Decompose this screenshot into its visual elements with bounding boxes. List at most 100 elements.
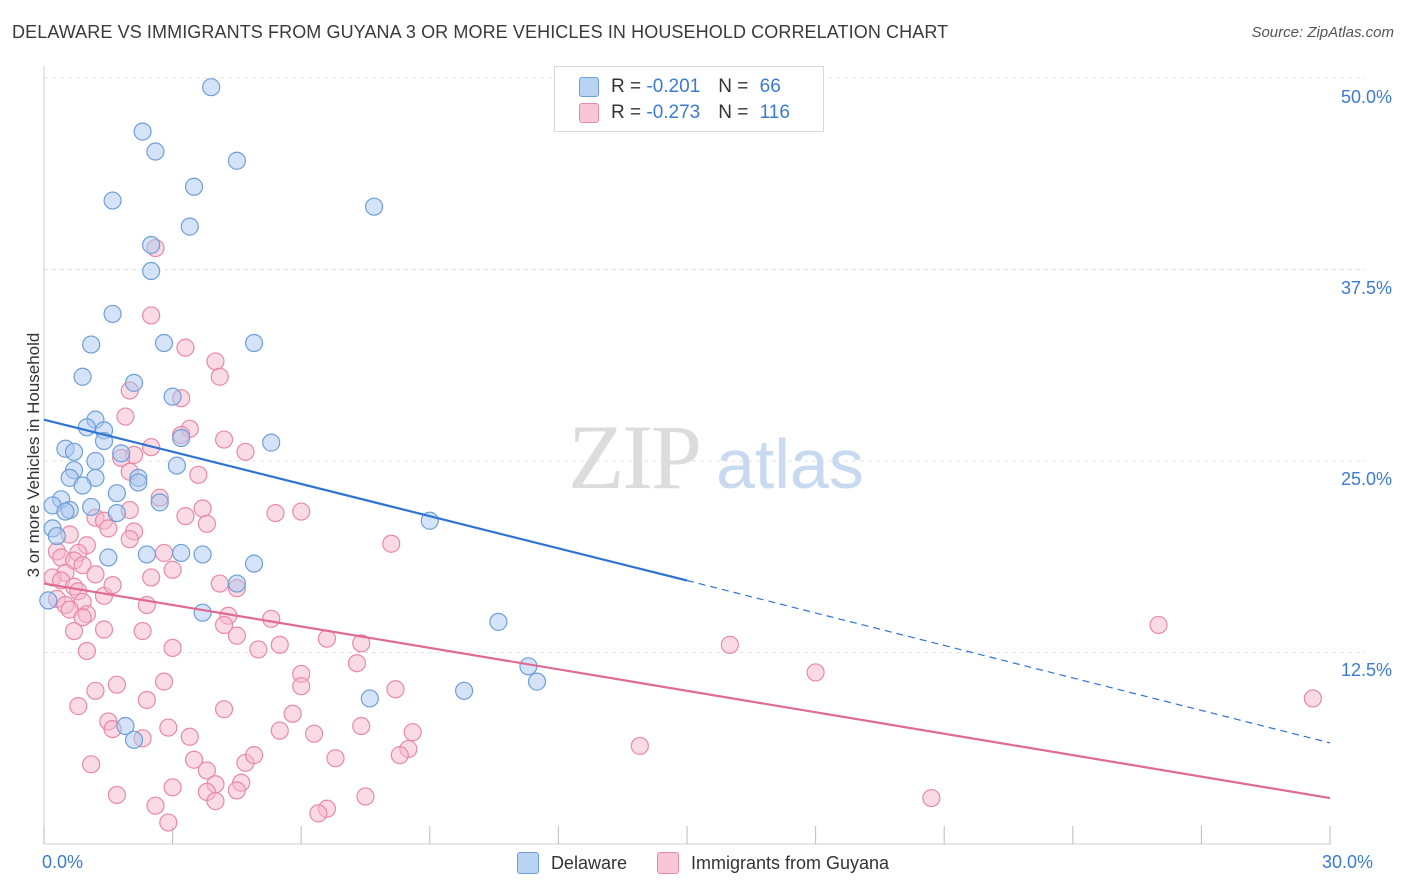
guyana-point <box>137 690 156 710</box>
guyana-point <box>227 781 246 800</box>
x-axis <box>43 66 1331 845</box>
delaware-point <box>77 418 96 437</box>
guyana-swatch <box>579 103 599 123</box>
guyana-point <box>163 560 182 579</box>
delaware-point <box>64 442 84 461</box>
delaware-point <box>244 333 264 353</box>
delaware-point <box>364 197 384 216</box>
guyana-point <box>210 574 229 593</box>
guyana-point <box>292 502 311 521</box>
guyana-r-value: -0.273 <box>646 102 701 123</box>
guyana-point <box>249 640 268 659</box>
guyana-points <box>43 238 1322 832</box>
delaware-point <box>146 142 165 161</box>
legend-item-delaware: Delaware <box>516 852 627 874</box>
y-tick-37-5: 37.5% <box>1340 278 1392 298</box>
legend-item-guyana: Immigrants from Guyana <box>656 852 890 874</box>
guyana-point <box>64 621 84 641</box>
guyana-point <box>922 788 941 808</box>
guyana-point <box>304 724 324 743</box>
guyana-point <box>163 778 182 797</box>
guyana-point <box>180 727 199 746</box>
delaware-point <box>227 151 246 170</box>
guyana-point <box>116 407 135 426</box>
guyana-point <box>210 367 229 386</box>
guyana-point <box>270 721 289 740</box>
guyana-point <box>227 626 246 645</box>
guyana-point <box>352 634 371 653</box>
guyana-point <box>720 635 739 654</box>
delaware-point <box>163 387 182 406</box>
y-tick-25: 25.0% <box>1340 469 1392 489</box>
guyana-point <box>206 792 225 811</box>
delaware-point <box>193 603 212 622</box>
delaware-point <box>107 503 126 523</box>
delaware-point <box>99 548 118 567</box>
delaware-point <box>142 235 161 255</box>
guyana-point <box>73 608 92 627</box>
guyana-point <box>403 723 422 742</box>
delaware-point <box>133 122 152 141</box>
delaware-point <box>193 545 212 564</box>
delaware-point <box>184 177 204 196</box>
series-legend: Delaware Immigrants from Guyana <box>0 852 1406 874</box>
guyana-point <box>356 787 375 806</box>
correlation-legend: R = -0.201 N = 66 R = -0.273 N = 116 <box>554 66 824 132</box>
legend-row-guyana: R = -0.273 N = 116 <box>579 101 790 125</box>
delaware-point <box>107 484 126 503</box>
guyana-point <box>184 750 204 769</box>
delaware-legend-label: Delaware <box>550 852 627 873</box>
guyana-point <box>154 543 174 563</box>
guyana-point <box>283 704 302 723</box>
guyana-point <box>630 736 649 756</box>
delaware-point <box>202 78 221 97</box>
guyana-point <box>159 718 178 737</box>
guyana-point <box>806 663 825 682</box>
guyana-point <box>176 338 195 357</box>
guyana-point <box>1303 689 1322 708</box>
guyana-point <box>266 503 285 523</box>
delaware-trend-extrapolation <box>686 579 1331 744</box>
guyana-point <box>270 635 289 654</box>
delaware-point <box>39 591 58 610</box>
guyana-point <box>390 746 409 765</box>
delaware-point <box>167 456 186 475</box>
delaware-point <box>172 543 191 563</box>
guyana-point <box>176 507 195 526</box>
delaware-r-value: -0.201 <box>646 76 701 97</box>
delaware-point <box>227 574 246 593</box>
guyana-point <box>107 675 126 694</box>
delaware-point <box>180 217 199 236</box>
delaware-points <box>39 78 547 749</box>
chart-title: DELAWARE VS IMMIGRANTS FROM GUYANA 3 OR … <box>12 22 949 42</box>
delaware-n-value: 66 <box>759 76 781 97</box>
guyana-point <box>236 442 255 461</box>
delaware-point <box>86 451 105 471</box>
guyana-point <box>86 565 105 584</box>
guyana-point <box>352 716 371 736</box>
guyana-trend-line <box>43 582 1331 800</box>
guyana-point <box>120 530 139 549</box>
guyana-legend-label: Immigrants from Guyana <box>690 852 890 873</box>
delaware-point <box>103 304 122 324</box>
guyana-point <box>69 697 88 716</box>
delaware-point <box>82 335 101 354</box>
delaware-point <box>82 497 101 517</box>
guyana-point <box>262 609 281 628</box>
guyana-point <box>244 746 264 765</box>
delaware-point <box>244 554 264 573</box>
delaware-point <box>47 526 66 546</box>
guyana-point <box>142 568 161 587</box>
legend-row-delaware: R = -0.201 N = 66 <box>579 75 781 99</box>
delaware-r-label: R = <box>611 76 647 97</box>
guyana-point <box>214 700 234 719</box>
delaware-point <box>103 191 122 210</box>
source-label: Source: ZipAtlas.com <box>1251 24 1394 41</box>
guyana-point <box>326 749 345 768</box>
delaware-point <box>489 612 508 631</box>
delaware-point <box>116 716 135 736</box>
y-tick-50: 50.0% <box>1340 87 1392 107</box>
delaware-point <box>262 433 281 452</box>
x-tick-min: 0.0% <box>42 852 84 872</box>
